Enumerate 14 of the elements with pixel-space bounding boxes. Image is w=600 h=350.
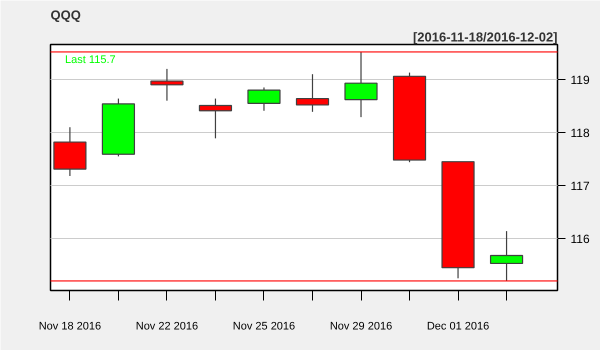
- x-tick-label: Nov 29 2016: [330, 320, 392, 332]
- x-tick-label: Nov 25 2016: [232, 320, 296, 332]
- y-tick-label: 117: [570, 179, 590, 194]
- annotation: Last 115.7: [65, 54, 116, 66]
- x-tick-label: Nov 22 2016: [136, 320, 198, 332]
- chart-title: QQQ: [50, 8, 81, 22]
- candlestick: [150, 68, 184, 102]
- chart-subtitle: [2016-11-18/2016-12-02]: [412, 30, 558, 44]
- x-tick-label: Dec 01 2016: [426, 320, 490, 332]
- y-tick-label: 116: [570, 232, 590, 246]
- y-tick-label: 118: [570, 126, 590, 140]
- x-tick-label: Nov 18 2016: [38, 320, 102, 332]
- y-tick-label: 119: [570, 72, 590, 87]
- candlestick: [198, 98, 232, 139]
